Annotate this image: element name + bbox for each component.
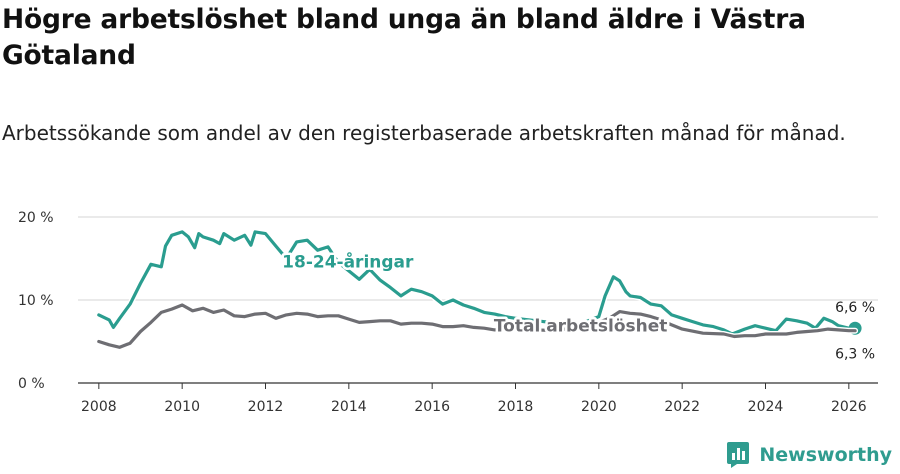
- series-line-youth: [97, 230, 857, 336]
- x-tick-label: 2008: [81, 399, 117, 415]
- series-label-youth-halo: 18-24-åringar: [282, 251, 414, 273]
- series-halo: [95, 228, 859, 337]
- y-tick-label: 0 %: [18, 376, 45, 392]
- y-axis-labels: 0 % 10 % 20 %: [18, 210, 54, 392]
- end-value-youth: 6,6 %: [835, 300, 875, 316]
- newsworthy-logo-icon: [727, 442, 750, 468]
- x-tick-label: 2022: [664, 399, 700, 415]
- y-tick-label: 20 %: [18, 210, 54, 226]
- x-axis: 2008 2010 2012 2014 2016 2018 2020 2022 2024 2026: [78, 382, 878, 415]
- x-tick-label: 2012: [248, 399, 284, 415]
- x-tick-label: 2024: [748, 399, 784, 415]
- newsworthy-logo[interactable]: Newsworthy: [727, 442, 892, 468]
- series-label-total: Total arbetslöshet: [494, 317, 668, 337]
- x-tick-label: 2016: [414, 399, 450, 415]
- x-tick-label: 2018: [498, 399, 534, 415]
- x-tick-label: 2010: [164, 399, 200, 415]
- series-label-youth: 18-24-åringar: [282, 251, 414, 273]
- series-label-total-halo: Total arbetslöshet: [494, 317, 668, 337]
- series-line-total: [97, 303, 857, 349]
- y-tick-label: 10 %: [18, 293, 54, 309]
- chart-title: Högre arbetslöshet bland unga än bland ä…: [2, 4, 806, 71]
- x-tick-label: 2014: [331, 399, 367, 415]
- grid-lines: [78, 216, 878, 301]
- end-value-total: 6,3 %: [835, 347, 875, 363]
- x-tick-label: 2020: [581, 399, 617, 415]
- brand-name: Newsworthy: [759, 444, 892, 466]
- chart-subtitle: Arbetssökande som andel av den registerb…: [2, 121, 846, 145]
- x-tick-label: 2026: [831, 399, 867, 415]
- series-lines: [95, 228, 862, 351]
